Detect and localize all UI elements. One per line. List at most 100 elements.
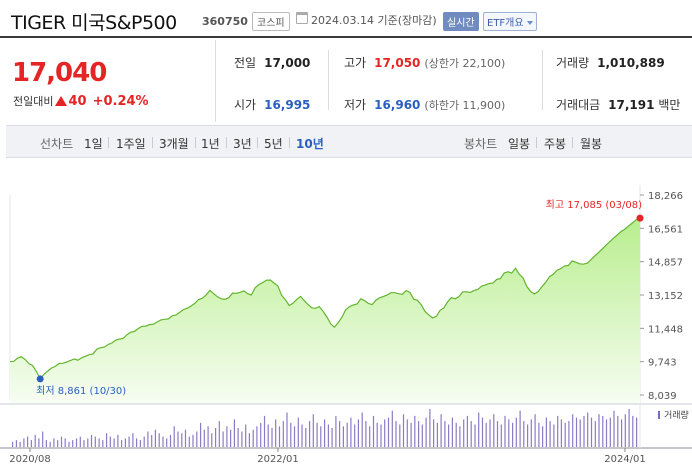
volume-bar xyxy=(260,422,262,447)
volume-bar xyxy=(87,438,89,447)
volume-bar xyxy=(211,433,213,447)
volume-legend: 거래량 xyxy=(664,409,689,421)
volume-bar xyxy=(534,414,536,447)
volume-bar xyxy=(256,426,258,447)
volume-bar xyxy=(496,421,499,447)
volume-bar xyxy=(248,433,250,447)
volume-bar xyxy=(177,431,179,447)
stat-prev: 전일 17,000 xyxy=(234,54,310,71)
volume-bar xyxy=(527,424,529,447)
divider xyxy=(257,137,258,148)
volume-bar xyxy=(320,426,322,447)
volume-bar xyxy=(523,421,525,447)
volume-bar xyxy=(628,409,630,447)
volume-bar xyxy=(57,440,59,447)
volume-bar xyxy=(263,415,266,447)
stat-label: 고가 xyxy=(344,56,367,70)
stat-value: 17,050 xyxy=(374,56,421,70)
volume-bar xyxy=(162,436,164,447)
stat-value: 17,000 xyxy=(264,56,311,70)
volume-bar xyxy=(282,421,284,447)
volume-bar xyxy=(357,419,359,447)
tab-candle-daily[interactable]: 일봉 xyxy=(508,137,531,151)
stat-value: 16,960 xyxy=(374,98,421,112)
divider xyxy=(108,137,109,148)
y-tick-label: 11,448 xyxy=(648,324,683,335)
volume-bar xyxy=(632,415,634,447)
stat-label: 거래량 xyxy=(556,56,590,70)
volume-bar xyxy=(181,433,183,447)
volume-bar xyxy=(136,438,138,447)
tab-period-3m[interactable]: 3개월 xyxy=(159,137,189,151)
volume-bar xyxy=(151,434,153,447)
price-line xyxy=(9,217,641,380)
low-marker xyxy=(36,375,44,383)
divider xyxy=(536,137,537,148)
volume-bar xyxy=(60,436,63,447)
volume-bar xyxy=(275,419,277,447)
etf-info-dropdown[interactable]: ETF개요 xyxy=(483,12,537,31)
y-tick-label: 16,561 xyxy=(648,224,683,235)
tab-period-1d[interactable]: 1일 xyxy=(84,137,103,151)
volume-bar xyxy=(117,434,119,447)
volume-bar xyxy=(19,441,21,447)
volume-bar xyxy=(372,415,375,447)
change-percent: +0.24% xyxy=(92,94,149,109)
volume-bar xyxy=(463,419,465,447)
volume-bar xyxy=(30,440,32,447)
tab-period-3y[interactable]: 3년 xyxy=(233,137,252,151)
volume-bar xyxy=(602,415,604,447)
volume-bar xyxy=(617,415,619,447)
tab-candle-weekly[interactable]: 주봉 xyxy=(544,137,567,151)
volume-bar xyxy=(361,412,363,447)
volume-bar xyxy=(290,422,292,447)
volume-bar xyxy=(515,417,517,447)
tab-period-5y[interactable]: 5년 xyxy=(264,137,283,151)
volume-bar xyxy=(572,414,574,447)
x-tick-label: 2024/01 xyxy=(604,454,646,465)
tab-period-1y[interactable]: 1년 xyxy=(201,137,220,151)
volume-bar xyxy=(354,424,356,447)
high-marker xyxy=(636,214,644,222)
realtime-button[interactable]: 실시간 xyxy=(443,12,479,31)
volume-bar xyxy=(564,422,566,447)
volume-bar xyxy=(241,431,243,447)
volume-bar xyxy=(485,422,487,447)
stock-name: TIGER 미국S&P500 xyxy=(11,12,177,34)
volume-bar xyxy=(331,428,333,447)
volume-bar xyxy=(113,438,115,447)
volume-bar xyxy=(72,440,74,447)
tab-period-1w[interactable]: 1주일 xyxy=(116,137,146,151)
etf-info-label: ETF개요 xyxy=(487,18,524,29)
volume-bar xyxy=(169,434,172,447)
volume-bar xyxy=(38,438,40,447)
stat-label: 전일 xyxy=(234,56,257,70)
volume-bar xyxy=(579,419,581,447)
volume-bar xyxy=(106,433,108,447)
volume-bar xyxy=(203,429,205,447)
volume-bar xyxy=(493,414,495,447)
volume-bar xyxy=(293,426,296,447)
volume-bar xyxy=(42,431,44,447)
tab-period-10y[interactable]: 10년 xyxy=(296,137,324,151)
volume-bar xyxy=(459,426,461,447)
price-area xyxy=(10,218,640,403)
volume-bar xyxy=(286,412,288,447)
stat-open: 시가 16,995 xyxy=(234,96,310,113)
change-label: 전일대비 xyxy=(13,95,54,108)
volume-bar xyxy=(79,436,81,447)
volume-bar xyxy=(188,436,190,447)
volume-bar xyxy=(309,421,311,447)
y-tick-label: 14,857 xyxy=(648,258,683,269)
tab-candle-monthly[interactable]: 월봉 xyxy=(580,137,603,151)
change-amount: 40 xyxy=(68,94,87,109)
volume-bar xyxy=(301,424,303,447)
x-tick-label: 2020/08 xyxy=(9,454,51,465)
volume-bar xyxy=(68,441,70,447)
volume-bar xyxy=(218,421,220,447)
volume-bar xyxy=(448,424,450,447)
volume-bar xyxy=(466,415,468,447)
stat-value: 16,995 xyxy=(264,98,311,112)
volume-bar xyxy=(583,415,585,447)
volume-bar xyxy=(267,424,269,447)
